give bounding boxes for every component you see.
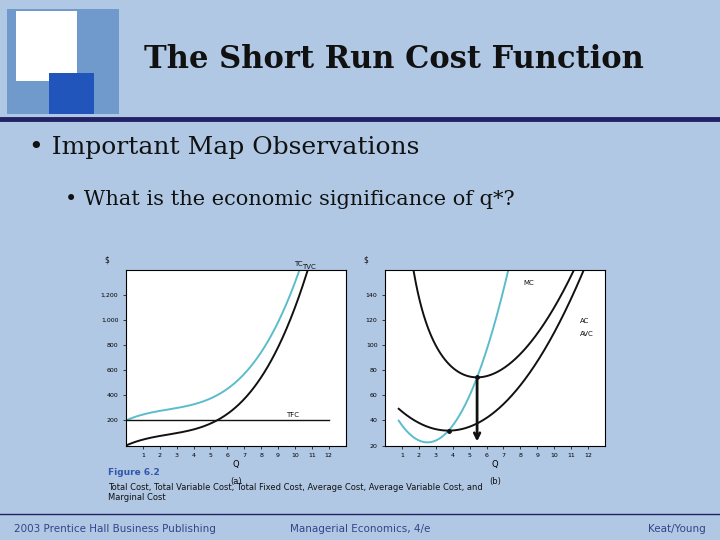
X-axis label: Q: Q (492, 460, 498, 469)
Text: AVC: AVC (580, 332, 593, 338)
Text: $: $ (104, 256, 109, 265)
Text: $: $ (364, 256, 368, 265)
Text: (b): (b) (489, 477, 501, 486)
Text: (a): (a) (230, 477, 242, 486)
Text: 2003 Prentice Hall Business Publishing: 2003 Prentice Hall Business Publishing (14, 524, 216, 534)
Text: The Short Run Cost Function: The Short Run Cost Function (144, 44, 644, 75)
Text: Keat/Young: Keat/Young (648, 524, 706, 534)
Text: MC: MC (523, 280, 534, 286)
X-axis label: Q: Q (233, 460, 239, 469)
Bar (16, 11, 77, 80)
Text: Managerial Economics, 4/e: Managerial Economics, 4/e (290, 524, 430, 534)
Text: Total Cost, Total Variable Cost, Total Fixed Cost, Average Cost, Average Variabl: Total Cost, Total Variable Cost, Total F… (108, 483, 482, 502)
Text: TC: TC (294, 260, 303, 267)
Text: Figure 6.2: Figure 6.2 (108, 468, 160, 477)
Bar (7, 9, 119, 114)
Text: AC: AC (580, 318, 589, 323)
Text: • Important Map Observations: • Important Map Observations (29, 136, 419, 159)
Text: TFC: TFC (287, 411, 300, 417)
Bar (49, 73, 94, 114)
Text: • What is the economic significance of q*?: • What is the economic significance of q… (65, 190, 514, 209)
Text: TVC: TVC (302, 264, 316, 269)
